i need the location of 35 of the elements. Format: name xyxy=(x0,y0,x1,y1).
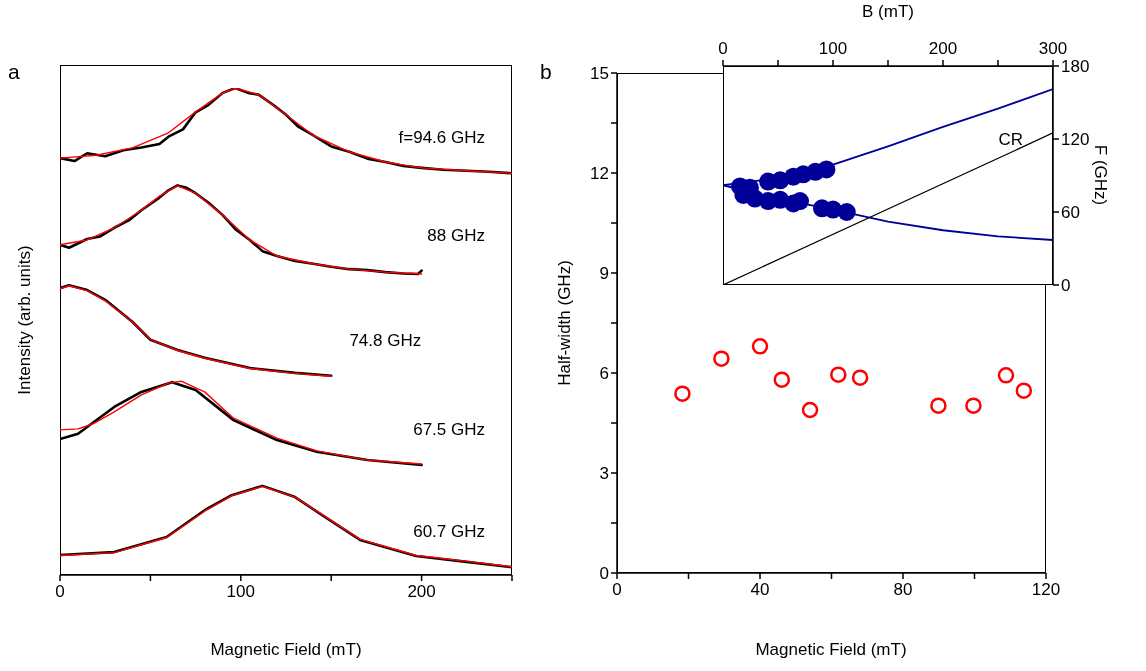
x-tick-label: 100 xyxy=(226,582,255,601)
y-tick-label: 9 xyxy=(599,264,609,283)
x-tick-label: 80 xyxy=(893,580,913,599)
x-axis-title: Magnetic Field (mT) xyxy=(755,640,907,660)
series-label: 88 GHz xyxy=(427,225,485,245)
x-tick-label: 0 xyxy=(55,582,65,601)
series-label: 60.7 GHz xyxy=(413,522,485,542)
y-axis-title: Intensity (arb. units) xyxy=(15,245,35,395)
y-tick-label: 15 xyxy=(590,64,609,83)
x-tick-label: 200 xyxy=(928,39,958,58)
series-label: f=94.6 GHz xyxy=(398,128,485,148)
y-tick-label: 120 xyxy=(1061,130,1090,149)
series-label: 74.8 GHz xyxy=(349,330,422,350)
x-tick-label: 200 xyxy=(407,582,436,601)
x-tick-label: 40 xyxy=(750,580,770,599)
text: b xyxy=(540,60,552,84)
y-tick-label: 0 xyxy=(1061,276,1071,295)
y-axis-title: F (GHz) xyxy=(1090,144,1110,206)
x-tick-label: 100 xyxy=(818,39,848,58)
y-tick-label: 0 xyxy=(599,564,609,583)
y-tick-label: 60 xyxy=(1061,203,1080,222)
y-tick-label: 3 xyxy=(599,464,609,483)
x-axis-title: B (mT) xyxy=(862,2,914,22)
text: a xyxy=(8,60,20,84)
series-label: 67.5 GHz xyxy=(413,419,485,439)
y-tick-label: 6 xyxy=(599,364,609,383)
x-tick-label: 0 xyxy=(718,39,728,58)
x-axis-title: Magnetic Field (mT) xyxy=(210,640,362,660)
series-label: CR xyxy=(998,129,1023,149)
y-axis-title: Half-width (GHz) xyxy=(555,260,575,386)
x-tick-label: 300 xyxy=(1038,39,1068,58)
y-tick-label: 180 xyxy=(1061,57,1090,76)
x-tick-label: 120 xyxy=(1031,580,1061,599)
x-tick-label: 0 xyxy=(612,580,622,599)
y-tick-label: 12 xyxy=(590,164,609,183)
